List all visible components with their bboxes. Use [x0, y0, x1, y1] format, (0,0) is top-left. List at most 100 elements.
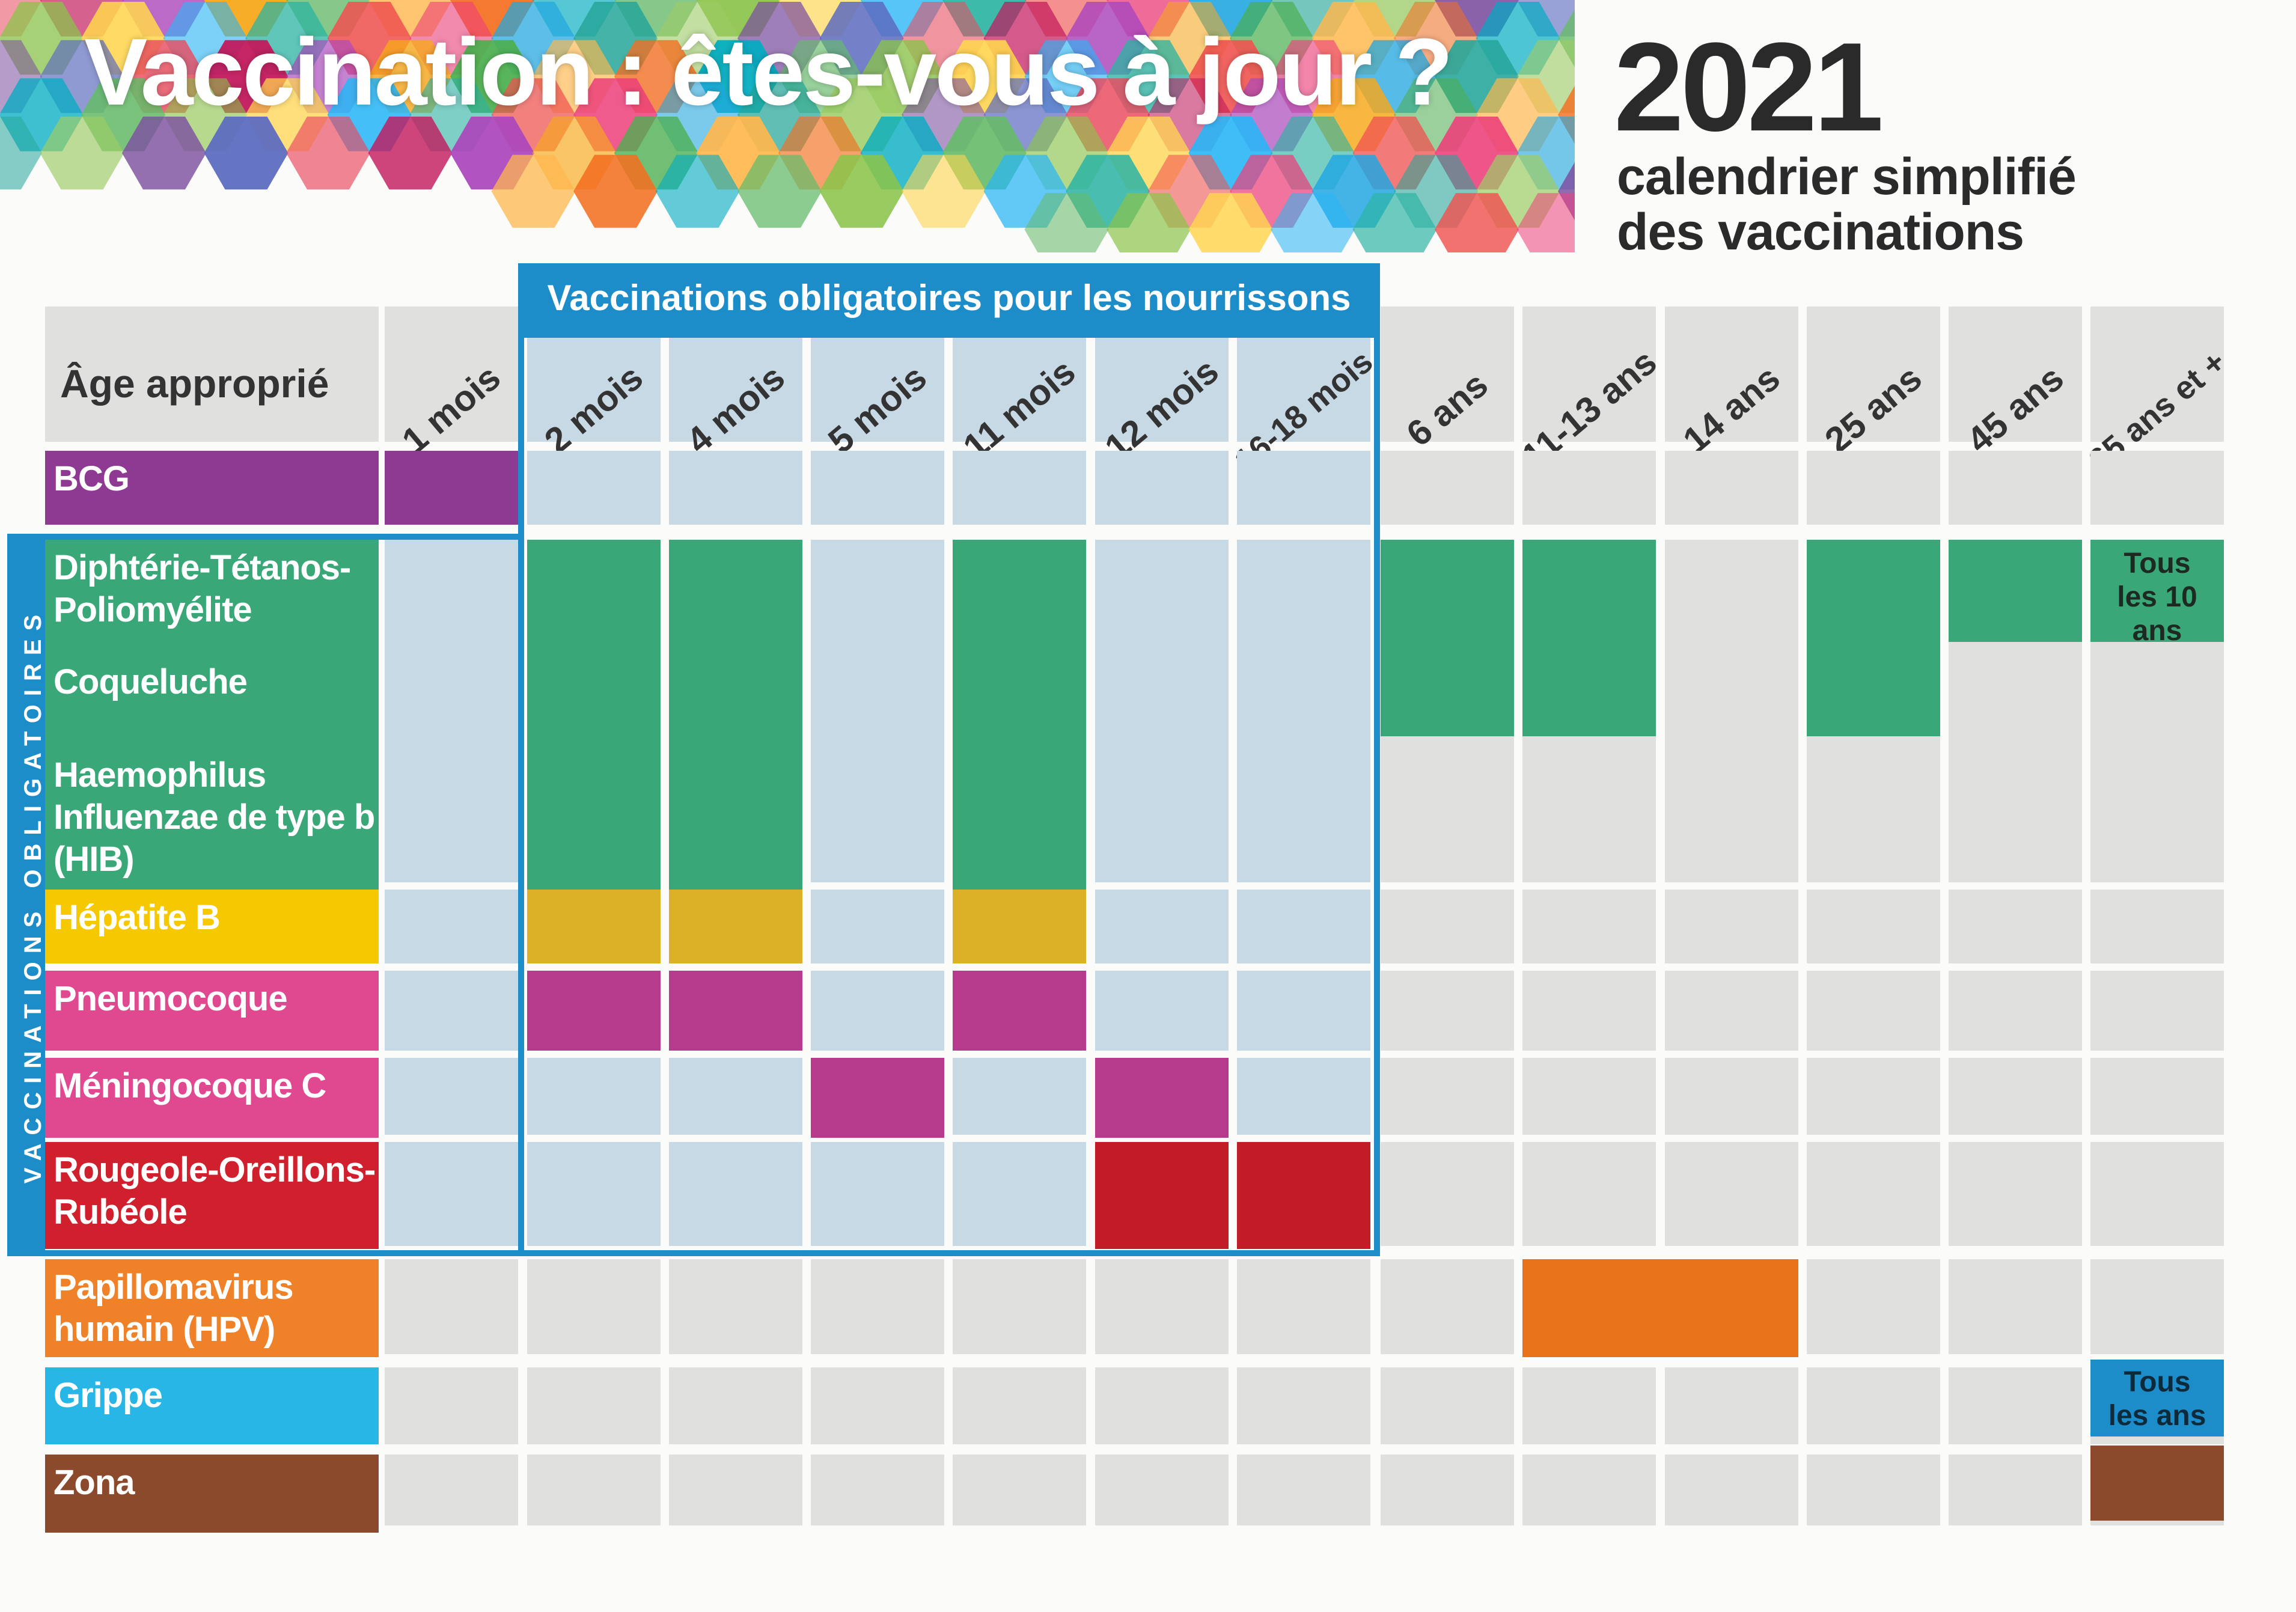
table-cell	[1949, 742, 2082, 882]
hexagon-tile	[655, 154, 740, 228]
age-header-4: 11 mois	[953, 338, 1086, 467]
age-label: 11 mois	[955, 351, 1083, 468]
note-line: Tous	[2123, 1366, 2191, 1398]
age-header-5: 12 mois	[1095, 338, 1229, 468]
mandatory-vaccinations-side-label: VACCINATIONS OBLIGATOIRES	[20, 606, 46, 1184]
table-cell	[1949, 1259, 2082, 1354]
vaccine-name: Zona	[53, 1462, 135, 1504]
age-header-2: 4 mois	[669, 338, 802, 461]
vaccine-label-block: Zona	[45, 1455, 379, 1533]
vaccine-name: Papillomavirus humain (HPV)	[53, 1266, 294, 1351]
table-cell	[2090, 1058, 2224, 1135]
table-cell	[1665, 1367, 1798, 1444]
table-cell	[1807, 1367, 1940, 1444]
age-label: 4 mois	[679, 356, 793, 462]
age-label: 45 ans	[1959, 357, 2071, 461]
dtp-coq-hib-mark	[953, 540, 1086, 890]
table-cell	[1237, 971, 1370, 1051]
table-cell	[1522, 890, 1656, 963]
mandatory-infants-banner: Vaccinations obligatoires pour les nourr…	[518, 263, 1380, 338]
table-cell	[811, 1455, 944, 1525]
pneumocoque-mark	[669, 971, 802, 1051]
age-header-10: 25 ans	[1807, 307, 1940, 460]
hepatite-b-mark	[527, 890, 661, 963]
mandatory-side-strip	[7, 534, 45, 1256]
table-cell	[527, 1259, 661, 1354]
table-cell	[1522, 971, 1656, 1051]
table-cell	[811, 540, 944, 882]
table-cell	[1949, 451, 2082, 525]
dtp-every-10-years-mark: Tous les 10 ans	[2090, 540, 2224, 647]
table-cell	[1381, 742, 1514, 882]
table-cell	[1381, 1058, 1514, 1135]
table-cell	[1095, 1259, 1229, 1354]
table-cell	[1381, 1455, 1514, 1525]
table-cell	[953, 1367, 1086, 1444]
hexagon-tile	[737, 154, 822, 228]
table-cell	[1522, 1058, 1656, 1135]
table-cell	[669, 1142, 802, 1246]
dtp-coqueluche-booster-mark	[1807, 540, 1940, 736]
hexagon-tile	[1107, 193, 1191, 252]
pneumocoque-mark	[953, 971, 1086, 1051]
table-cell	[1807, 1142, 1940, 1246]
hexagon-tile	[0, 117, 42, 190]
table-cell	[1807, 971, 1940, 1051]
dtp-coq-hib-mark	[527, 540, 661, 890]
table-cell	[669, 1367, 802, 1444]
age-header-7: 6 ans	[1381, 307, 1514, 454]
bcg-mark	[385, 451, 518, 525]
table-cell	[1381, 1259, 1514, 1354]
vaccine-label-block: Diphtérie-Tétanos- Poliomyélite Coqueluche…	[45, 540, 379, 890]
age-label: 5 mois	[820, 356, 935, 462]
table-cell	[1949, 1142, 2082, 1246]
vaccine-name: Rougeole-Oreillons- Rubéole	[53, 1149, 376, 1233]
table-cell	[811, 451, 944, 525]
vaccine-name-line: Pneumocoque	[53, 979, 288, 1018]
table-cell	[527, 1367, 661, 1444]
hexagon-tile	[286, 117, 370, 190]
age-label: 25 ans	[1817, 357, 1929, 461]
table-cell	[2090, 890, 2224, 963]
hexagon-tile	[40, 117, 124, 190]
table-cell	[385, 1142, 518, 1246]
vaccine-name: BCG	[53, 458, 130, 500]
hexagon-tile	[902, 154, 986, 228]
table-cell	[1522, 1455, 1656, 1525]
age-header-11: 45 ans	[1949, 307, 2082, 460]
hpv-mark	[1522, 1259, 1798, 1357]
table-cell	[811, 971, 944, 1051]
vaccine-name-line: Rougeole-Oreillons-	[53, 1150, 376, 1189]
table-cell	[385, 1455, 518, 1525]
table-cell	[1381, 1142, 1514, 1246]
table-cell	[2090, 1259, 2224, 1354]
table-cell	[1095, 451, 1229, 525]
vaccine-name: Diphtérie-Tétanos- Poliomyélite	[53, 547, 351, 631]
hexagon-tile	[491, 154, 576, 228]
table-cell	[1949, 1367, 2082, 1444]
hepatite-b-mark	[953, 890, 1086, 963]
vaccine-name: Méningocoque C	[53, 1065, 326, 1107]
table-cell	[2090, 1142, 2224, 1246]
vaccine-name: Grippe	[53, 1375, 163, 1417]
table-cell	[1381, 1367, 1514, 1444]
vaccine-label-block: Pneumocoque	[45, 971, 379, 1051]
hepatite-b-mark	[669, 890, 802, 963]
hexagon-tile	[1188, 193, 1273, 252]
dtp-booster-mark	[1949, 540, 2082, 642]
table-cell	[811, 1142, 944, 1246]
note-line: les 10 ans	[2117, 581, 2197, 647]
subtitle-line-1: calendrier simplifié	[1617, 148, 2077, 206]
vaccine-label-block: Grippe	[45, 1367, 379, 1444]
table-cell	[1237, 451, 1370, 525]
note-line: Tous	[2123, 548, 2191, 579]
age-header-3: 5 mois	[811, 338, 944, 461]
vaccine-name-line: Haemophilus	[53, 756, 266, 795]
table-cell	[1807, 742, 1940, 882]
table-cell	[669, 451, 802, 525]
table-cell	[2090, 742, 2224, 882]
table-cell	[811, 1259, 944, 1354]
age-label: 14 ans	[1675, 357, 1788, 461]
age-header-0: 1 mois	[385, 307, 518, 461]
vaccine-name: Pneumocoque	[53, 978, 288, 1020]
